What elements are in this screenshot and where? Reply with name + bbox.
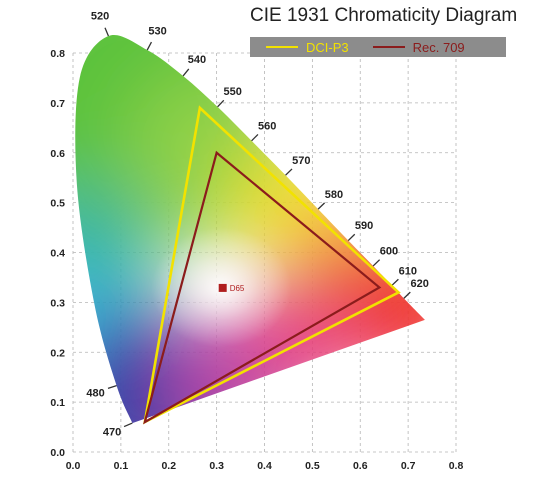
wavelength-label: 540	[188, 54, 206, 66]
gamut-triangle-rec709	[143, 150, 382, 425]
y-tick-label: 0.7	[50, 98, 65, 110]
d65-marker	[218, 283, 227, 292]
wavelength-label: 590	[355, 220, 373, 232]
y-tick-label: 0.3	[50, 297, 65, 309]
y-tick-label: 0.2	[50, 347, 65, 359]
wavelength-tick	[182, 68, 190, 77]
x-tick-label: 0.3	[209, 460, 224, 472]
legend-item-rec709: Rec. 709	[372, 37, 465, 57]
x-tick-label: 0.7	[401, 460, 416, 472]
wavelength-tick	[104, 27, 110, 37]
y-tick-label: 0.8	[50, 48, 65, 60]
wavelength-label: 580	[325, 189, 343, 201]
wavelength-label: 470	[103, 427, 121, 439]
y-tick-label: 0.4	[50, 248, 65, 260]
y-tick-label: 0.5	[50, 198, 65, 210]
x-tick-label: 0.0	[66, 460, 81, 472]
wavelength-tick	[217, 99, 225, 108]
wavelength-tick	[146, 41, 153, 51]
wavelength-tick	[123, 422, 133, 428]
gamut-color-fill	[75, 34, 425, 424]
wavelength-label: 610	[399, 265, 417, 277]
wavelength-label: 600	[380, 246, 398, 258]
x-tick-label: 0.4	[257, 460, 272, 472]
legend-swatch-rec709	[372, 46, 405, 48]
chart-title: CIE 1931 Chromaticity Diagram	[250, 5, 518, 26]
x-tick-label: 0.1	[114, 460, 129, 472]
wavelength-label: 480	[86, 387, 104, 399]
gamut-triangle-dci-p3	[143, 105, 401, 425]
wavelength-tick	[403, 291, 411, 299]
wavelength-label: 530	[148, 26, 166, 38]
x-tick-label: 0.5	[305, 460, 320, 472]
gamut-triangles: D65	[143, 105, 401, 425]
x-tick-label: 0.8	[449, 460, 464, 472]
y-tick-label: 0.0	[50, 447, 65, 459]
legend-item-dci-p3: DCI-P3	[266, 37, 349, 57]
wavelength-tick	[317, 202, 326, 210]
wavelength-label: 560	[258, 120, 276, 132]
wavelength-label: 570	[292, 155, 310, 167]
wavelength-tick	[391, 278, 399, 286]
y-tick-label: 0.1	[50, 397, 65, 409]
wavelength-label: 520	[91, 11, 109, 23]
x-tick-label: 0.6	[353, 460, 368, 472]
wavelength-label: 550	[224, 86, 242, 98]
wavelength-tick	[107, 385, 117, 390]
d65-label: D65	[230, 284, 245, 293]
wavelength-tick	[347, 233, 356, 241]
axis-ticks: 0.0 0.1 0.2 0.3 0.4 0.5 0.6 0.7 0.8 0.0 0.1 0.2 0.3 0…	[50, 48, 463, 472]
legend-label-rec709: Rec. 709	[412, 39, 465, 55]
wavelength-tick	[372, 259, 381, 267]
legend-label-dci-p3: DCI-P3	[306, 39, 349, 55]
wavelength-tick	[251, 133, 259, 142]
wavelength-label: 620	[411, 278, 429, 290]
wavelength-tick	[285, 168, 293, 176]
x-tick-label: 0.2	[161, 460, 176, 472]
legend-swatch-dci-p3	[266, 46, 298, 48]
y-tick-label: 0.6	[50, 148, 65, 160]
legend: DCI-P3 Rec. 709	[250, 37, 506, 57]
